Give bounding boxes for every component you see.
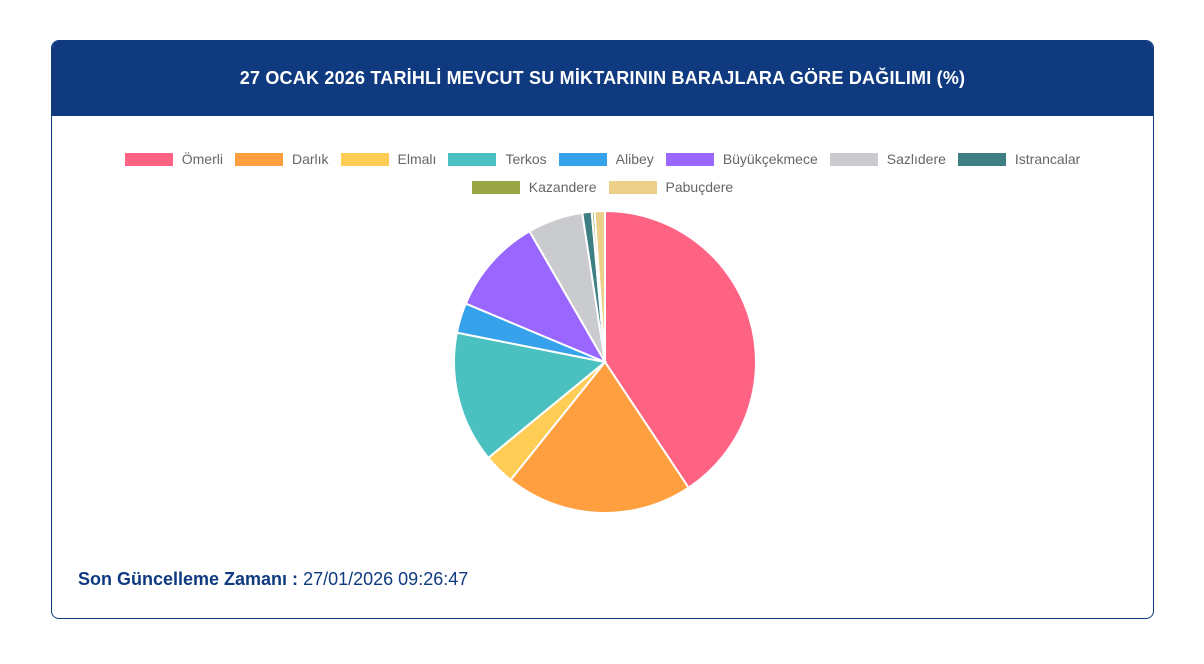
legend-item-b-y-k-ekmece[interactable]: Büyükçekmece — [665, 150, 818, 168]
legend-swatch — [448, 152, 497, 166]
last-update-value: 27/01/2026 09:26:47 — [303, 569, 469, 589]
last-update-label: Son Güncelleme Zamanı : — [78, 569, 299, 589]
legend-item-kazandere[interactable]: Kazandere — [471, 178, 597, 196]
legend-swatch — [340, 152, 389, 166]
legend-item-darl-k[interactable]: Darlık — [234, 150, 329, 168]
legend-label: Alibey — [615, 151, 654, 167]
pie-slice-darl-k[interactable] — [509, 360, 690, 514]
legend-label: Elmalı — [397, 151, 437, 167]
legend-swatch — [234, 152, 283, 166]
legend-row: Kazandere Pabuçdere — [72, 178, 1133, 196]
legend-label: Büyükçekmece — [722, 151, 818, 167]
legend-swatch — [608, 180, 657, 194]
legend-item-terkos[interactable]: Terkos — [448, 150, 547, 168]
chart-title: 27 OCAK 2026 TARİHLİ MEVCUT SU MİKTARINI… — [239, 68, 966, 88]
chart-legend: Ömerli Darlık Elmalı Terkos Alibey Büyükçekme… — [72, 150, 1133, 196]
legend-item-alibey[interactable]: Alibey — [558, 150, 654, 168]
legend-swatch — [124, 152, 173, 166]
pie-chart — [453, 209, 757, 514]
card-header: 27 OCAK 2026 TARİHLİ MEVCUT SU MİKTARINI… — [52, 41, 1153, 116]
chart-card: 27 OCAK 2026 TARİHLİ MEVCUT SU MİKTARINI… — [51, 40, 1154, 619]
legend-label: Sazlıdere — [886, 151, 946, 167]
legend-item--merli[interactable]: Ömerli — [124, 150, 223, 168]
legend-item-sazl-dere[interactable]: Sazlıdere — [829, 150, 946, 168]
legend-swatch — [665, 152, 714, 166]
legend-swatch — [471, 180, 520, 194]
legend-label: Ömerli — [181, 151, 223, 167]
legend-label: Pabuçdere — [665, 179, 734, 195]
legend-swatch — [558, 152, 607, 166]
legend-swatch — [957, 152, 1006, 166]
legend-label: Darlık — [291, 151, 329, 167]
pie-slice-terkos[interactable] — [453, 331, 608, 460]
legend-label: Kazandere — [528, 179, 597, 195]
legend-swatch — [829, 152, 878, 166]
last-update: Son Güncelleme Zamanı : 27/01/2026 09:26… — [78, 569, 468, 590]
legend-row: Ömerli Darlık Elmalı Terkos Alibey Büyükçekme… — [72, 150, 1133, 168]
legend-item-istrancalar[interactable]: Istrancalar — [957, 150, 1081, 168]
legend-item-elmal-[interactable]: Elmalı — [340, 150, 437, 168]
pie-slice-b-y-k-ekmece[interactable] — [464, 229, 608, 365]
legend-label: Terkos — [505, 151, 547, 167]
legend-label: Istrancalar — [1014, 151, 1081, 167]
pie-slice-pabu-dere[interactable] — [593, 209, 606, 363]
legend-item-pabu-dere[interactable]: Pabuçdere — [608, 178, 734, 196]
